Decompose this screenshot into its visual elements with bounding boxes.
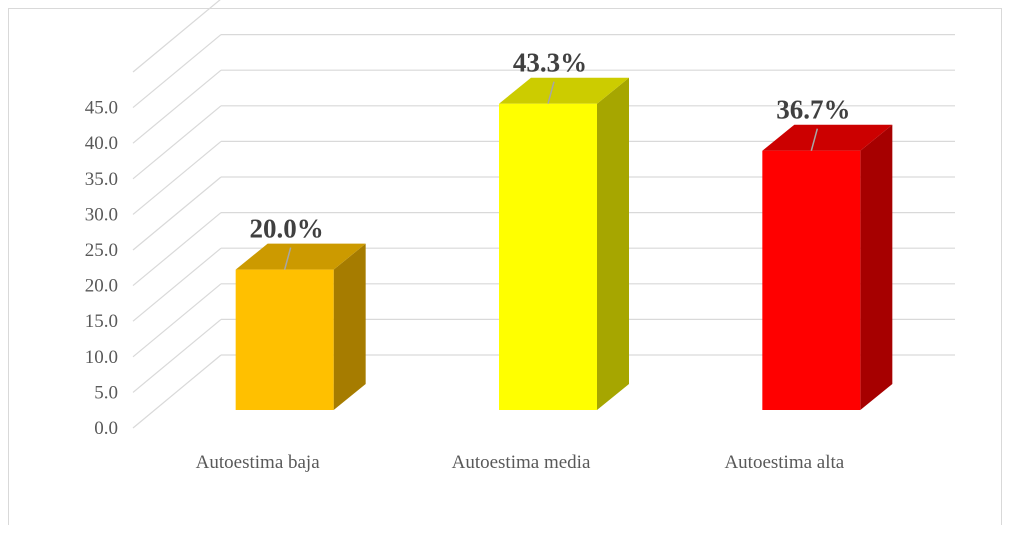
data-label-leader [547, 81, 555, 104]
gridline-diagonal [132, 105, 222, 180]
bar [762, 150, 861, 411]
gridline-diagonal [132, 69, 222, 144]
y-tick-label: 10.0 [85, 347, 118, 368]
bar-side [597, 77, 629, 410]
y-tick-label: 15.0 [85, 311, 118, 332]
gridline-diagonal [132, 247, 222, 322]
gridline-diagonal [132, 0, 221, 73]
bar-top [235, 243, 366, 270]
y-tick-label: 45.0 [85, 98, 118, 119]
gridline-diagonal [132, 212, 222, 287]
y-tick-label: 5.0 [94, 382, 118, 403]
gridline-diagonal [132, 176, 222, 251]
y-tick-label: 0.0 [94, 418, 118, 439]
data-label: 20.0% [250, 214, 324, 244]
bar-side [860, 124, 893, 411]
gridline-diagonal [132, 318, 222, 393]
gridline-diagonal [132, 140, 222, 215]
category-label: Autoestima alta [724, 452, 844, 473]
data-label-leader [810, 128, 819, 151]
bar-top [762, 124, 893, 151]
bar [499, 103, 597, 410]
y-tick-label: 30.0 [85, 204, 118, 225]
gridline-diagonal [132, 283, 222, 358]
bar-top [499, 77, 629, 104]
data-label-leader [283, 247, 292, 270]
y-tick-label: 20.0 [85, 276, 118, 297]
data-label: 43.3% [513, 48, 587, 78]
gridline-diagonal [132, 34, 222, 109]
category-label: Autoestima media [452, 452, 591, 473]
y-tick-label: 35.0 [85, 169, 118, 190]
y-tick-label: 25.0 [85, 240, 118, 261]
bar [235, 269, 334, 410]
y-tick-label: 40.0 [85, 133, 118, 154]
gridline-diagonal [132, 354, 222, 429]
data-label: 36.7% [776, 95, 850, 125]
bar-side [333, 243, 366, 410]
category-label: Autoestima baja [196, 452, 321, 473]
